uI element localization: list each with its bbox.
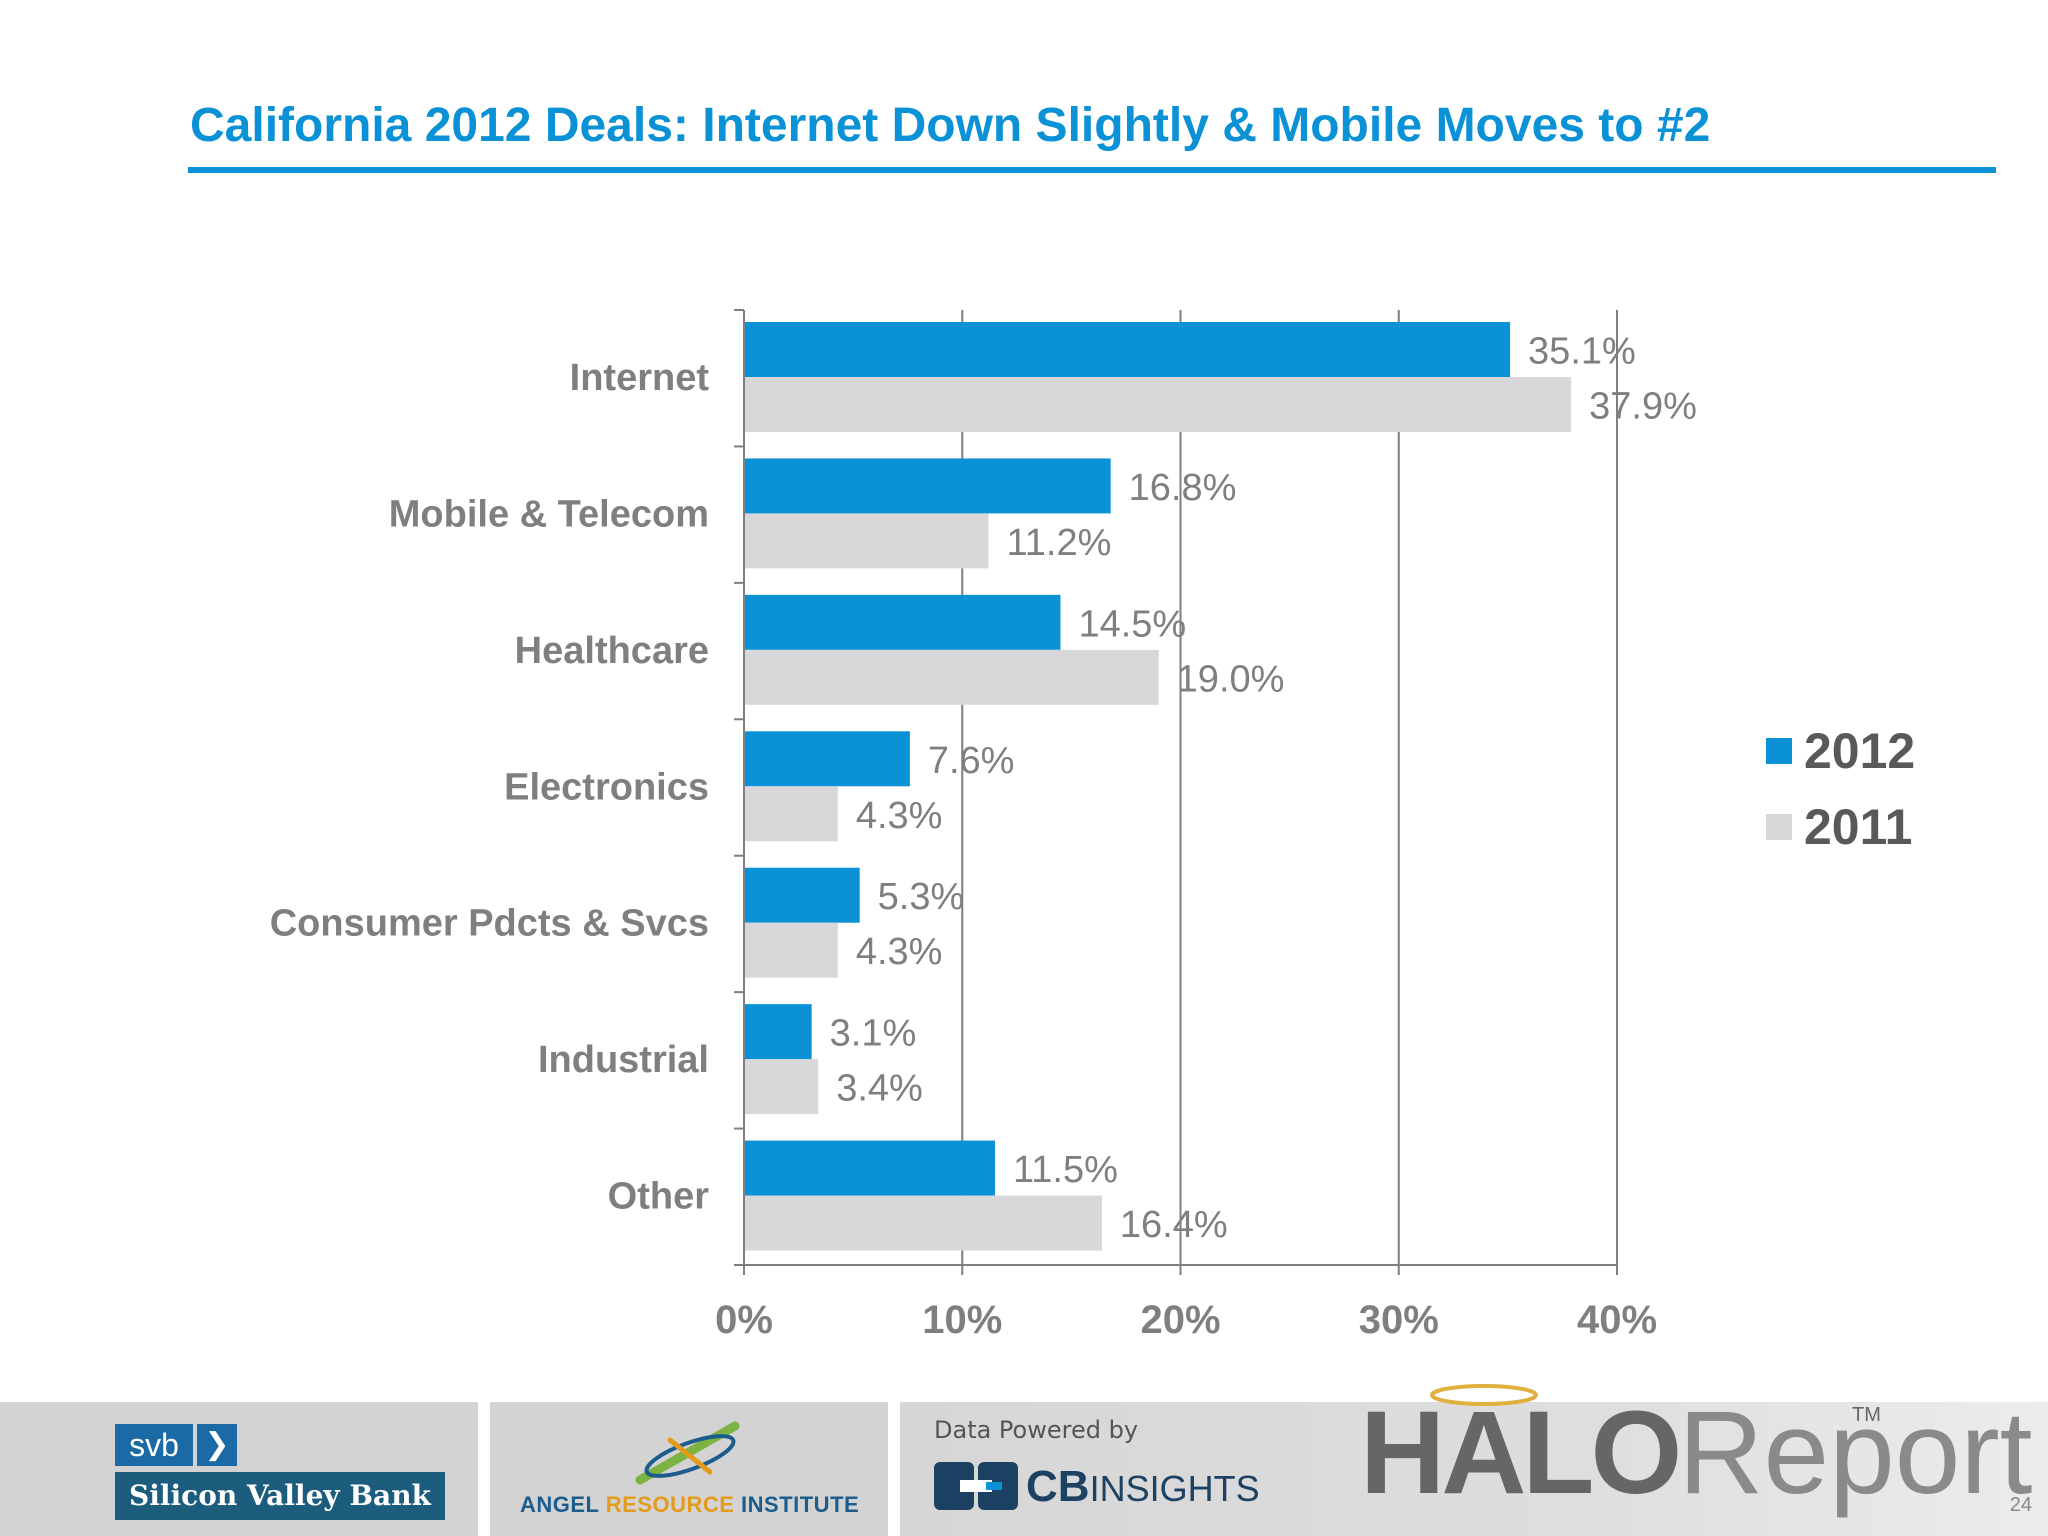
- trademark: TM: [1852, 1404, 1881, 1426]
- legend-swatch-2011: [1766, 814, 1792, 840]
- bar-2011-6: [744, 1195, 1102, 1251]
- cb-powered-by: Data Powered by: [934, 1416, 1139, 1444]
- ari-panel: ANGEL RESOURCE INSTITUTE: [490, 1402, 888, 1536]
- value-label-2012-2: 14.5%: [1078, 603, 1186, 645]
- bar-2012-5: [744, 1004, 812, 1060]
- x-tick-label-30: 30%: [1359, 1298, 1439, 1342]
- legend-label-2011: 2011: [1804, 799, 1912, 855]
- svb-short: svb: [115, 1424, 193, 1466]
- value-label-2011-5: 3.4%: [836, 1068, 923, 1110]
- category-label-4: Consumer Pdcts & Svcs: [270, 903, 709, 945]
- page-number: 24: [2009, 1494, 2032, 1516]
- value-label-2012-4: 5.3%: [878, 876, 965, 918]
- value-label-2011-6: 16.4%: [1120, 1204, 1228, 1246]
- bar-2012-2: [744, 594, 1061, 650]
- value-label-2011-3: 4.3%: [856, 795, 943, 837]
- bar-2012-1: [744, 458, 1111, 514]
- legend: 2012 2011: [1766, 723, 1915, 855]
- bar-chart: 35.1% 16.8% 14.5% 7.6% 5.3% 3.1% 11.5% 37.9% 11.…: [270, 309, 1915, 1343]
- bar-2012-4: [744, 867, 860, 923]
- svb-logo: svb ❯ Silicon Valley Bank: [115, 1424, 445, 1520]
- chevron-right-icon: ❯: [197, 1424, 237, 1466]
- value-label-2011-1: 11.2%: [1006, 522, 1111, 564]
- x-tick-label-10: 10%: [922, 1298, 1002, 1342]
- bar-2012-3: [744, 731, 910, 787]
- axes: [734, 309, 1618, 1275]
- bar-2011-1: [744, 513, 989, 569]
- cb-mark-icon: [934, 1462, 1018, 1510]
- ari-logo: ANGEL RESOURCE INSTITUTE: [520, 1420, 860, 1520]
- bar-2011-2: [744, 649, 1159, 705]
- value-label-2011-4: 4.3%: [856, 931, 943, 973]
- bar-2012-6: [744, 1140, 995, 1196]
- cb-panel: Data Powered by CBINSIGHTS HALOReport TM…: [900, 1384, 2048, 1536]
- category-label-5: Industrial: [538, 1039, 709, 1081]
- bar-2012-0: [744, 322, 1511, 377]
- bar-2011-0: [744, 377, 1572, 432]
- value-label-2012-5: 3.1%: [830, 1013, 917, 1055]
- slide-title: California 2012 Deals: Internet Down Sli…: [190, 99, 1711, 152]
- halo-wordmark: HALOReport: [1360, 1387, 2033, 1519]
- category-label-2: Healthcare: [515, 630, 709, 672]
- ari-swoosh-icon: [635, 1421, 740, 1485]
- grid-lines: [961, 310, 1618, 1265]
- value-label-2012-6: 11.5%: [1013, 1149, 1118, 1191]
- category-label-1: Mobile & Telecom: [389, 493, 709, 535]
- x-tick-label-20: 20%: [1140, 1298, 1220, 1342]
- category-label-6: Other: [608, 1176, 710, 1218]
- legend-label-2012: 2012: [1804, 723, 1915, 779]
- bars: [744, 322, 1572, 1251]
- category-label-3: Electronics: [504, 766, 709, 808]
- value-label-2012-1: 16.8%: [1129, 467, 1237, 509]
- footer-logos: svb ❯ Silicon Valley Bank ANGEL RESOURCE…: [0, 1384, 2048, 1536]
- labels: 35.1% 16.8% 14.5% 7.6% 5.3% 3.1% 11.5% 37.9% 11.…: [270, 331, 1697, 1343]
- bar-2011-4: [744, 922, 838, 978]
- bar-2011-3: [744, 786, 838, 842]
- halo-ring-icon: [1430, 1384, 1538, 1406]
- title-rule: [188, 167, 1996, 173]
- ari-name: ANGEL RESOURCE INSTITUTE: [520, 1492, 860, 1517]
- halo-report-logo: HALOReport TM: [1360, 1376, 2032, 1526]
- bar-2011-5: [744, 1059, 819, 1115]
- value-label-2011-2: 19.0%: [1177, 658, 1285, 700]
- value-label-2011-0: 37.9%: [1589, 386, 1697, 428]
- value-label-2012-0: 35.1%: [1528, 331, 1636, 373]
- category-label-0: Internet: [570, 357, 710, 399]
- cb-insights-logo: CBINSIGHTS: [934, 1456, 1264, 1516]
- legend-swatch-2012: [1766, 738, 1792, 764]
- x-tick-label-0: 0%: [715, 1298, 773, 1342]
- x-tick-label-40: 40%: [1577, 1298, 1657, 1342]
- value-label-2012-3: 7.6%: [928, 740, 1015, 782]
- cb-wordmark: CBINSIGHTS: [1026, 1462, 1260, 1511]
- svb-name: Silicon Valley Bank: [115, 1472, 445, 1520]
- svb-panel: svb ❯ Silicon Valley Bank: [0, 1402, 478, 1536]
